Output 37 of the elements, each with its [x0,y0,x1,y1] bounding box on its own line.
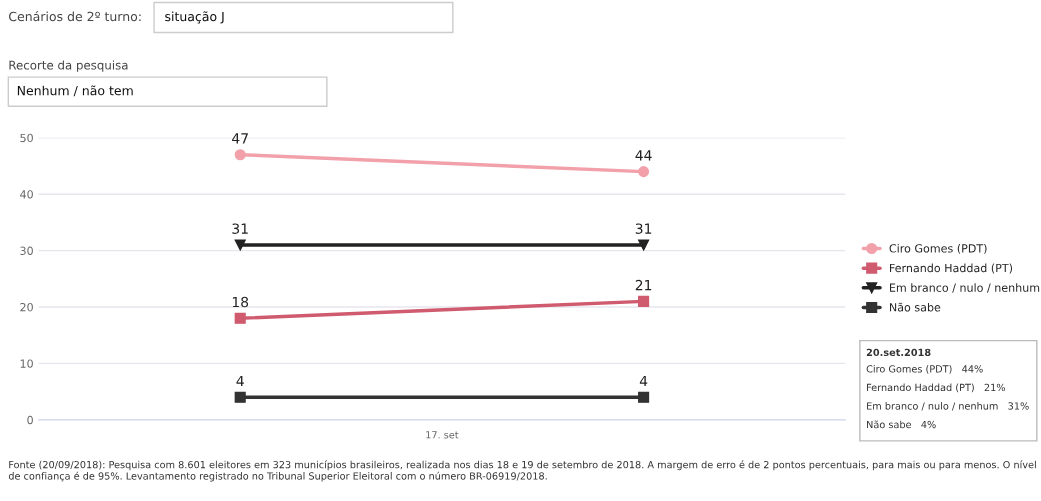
text: Nenhum / não tem [17,85,133,97]
text: 20.set.2018 [866,348,931,357]
text: 17. set [426,431,459,439]
point [638,391,650,403]
text: Ciro Gomes (PDT) 44% [866,365,983,374]
text: Cenários de 2º turno: [9,10,141,22]
data-label: 4 [236,375,244,387]
legend-label: Em branco / nulo / nenhum [890,283,1040,293]
data-label: 31 [635,223,652,234]
text: Em branco / nulo / nenhum 31% [867,402,1029,411]
text: Fernando Haddad (PT) 21% [867,383,1006,393]
y-tick-label: 50 [20,133,33,143]
y-tick-label: 40 [20,190,33,199]
data-label: 31 [232,223,248,234]
data-label: 44 [635,150,652,161]
data-label: 4 [639,375,648,387]
text: Não sabe 4% [867,420,936,429]
point [638,239,650,251]
y-tick-label: 20 [20,302,33,312]
source-note: Fonte (20/09/2018): Pesquisa com 8.601 eleitores em 323 municípios brasileiros, realizada nos dias 18 e 19 de setembro de 2018. A margem de erro é de 2 pontos percentuais, para mais ou para menos. O nível de confiança é de 95%. Levantamento registrado no Tribunal Superior Eleitoral com o número BR-06919/2018. [8,460,1036,482]
point [234,239,246,251]
text: Recorte da pesquisa [9,60,128,72]
data-label: 47 [232,133,248,144]
point [638,166,650,178]
legend-label: Ciro Gomes (PDT) [889,243,987,254]
data-label: 21 [635,279,652,291]
point [234,391,246,403]
legend-label: Fernando Haddad (PT) [890,263,1013,274]
point [234,312,246,324]
y-tick-label: 30 [20,246,33,255]
y-tick-label: 0 [27,415,33,425]
legend-label: Não sabe [890,302,941,312]
text: situação J [165,11,224,24]
y-tick-label: 10 [20,359,33,368]
point [638,295,650,307]
data-label: 18 [232,296,249,308]
point [234,149,246,161]
